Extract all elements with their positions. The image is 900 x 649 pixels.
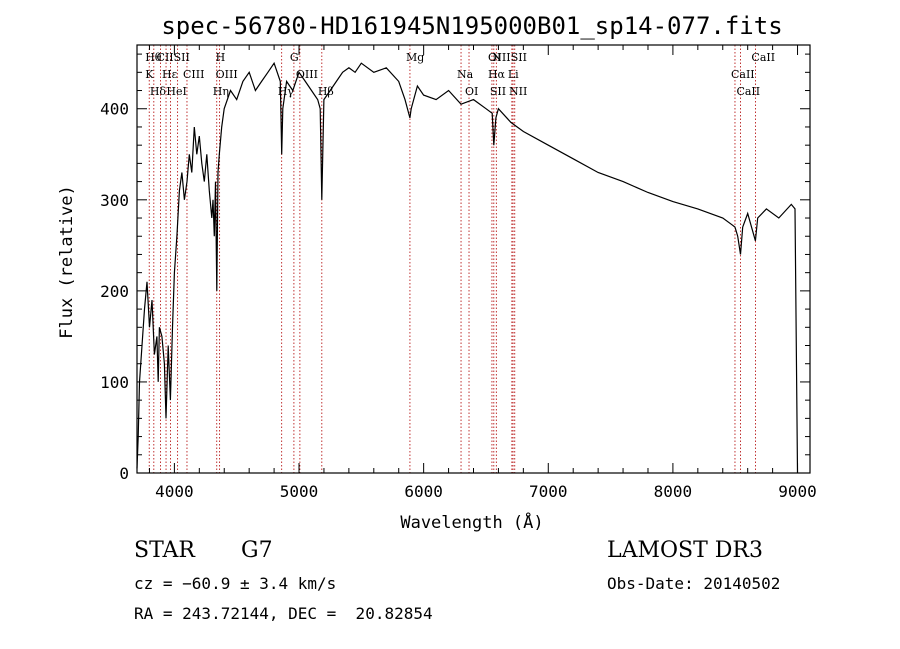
line-label: HeI bbox=[166, 85, 186, 98]
y-tick-label: 200 bbox=[100, 282, 129, 301]
line-label: Na bbox=[457, 68, 474, 81]
observation-date: Obs-Date: 20140502 bbox=[607, 574, 781, 593]
line-label: OI bbox=[488, 51, 501, 64]
x-tick-label: 5000 bbox=[280, 482, 319, 501]
line-label: CaII bbox=[731, 68, 755, 81]
spectrum-line bbox=[136, 61, 799, 474]
line-label: G bbox=[290, 51, 299, 64]
x-tick-label: 4000 bbox=[155, 482, 194, 501]
y-tick-label: 100 bbox=[100, 373, 129, 392]
line-label: OIII bbox=[296, 68, 318, 81]
line-label: Mg bbox=[406, 51, 424, 64]
x-tick-label: 7000 bbox=[529, 482, 568, 501]
object-subclass: G7 bbox=[241, 538, 273, 563]
line-label: K bbox=[145, 68, 154, 81]
survey-name: LAMOST DR3 bbox=[607, 538, 763, 563]
line-label: Hη bbox=[213, 85, 229, 98]
spectral-line-markers bbox=[148, 45, 756, 473]
velocity-readout: cz = −60.9 ± 3.4 km/s bbox=[134, 574, 337, 593]
line-label: SII bbox=[174, 51, 190, 64]
line-label: Hβ bbox=[318, 85, 334, 98]
line-label: CIII bbox=[183, 68, 204, 81]
x-tick-label: 8000 bbox=[654, 482, 693, 501]
line-label: SII bbox=[511, 51, 527, 64]
line-label: CaII bbox=[736, 85, 760, 98]
line-label: Hδ bbox=[150, 85, 167, 98]
line-label: CII bbox=[157, 51, 174, 64]
y-tick-label: 300 bbox=[100, 191, 129, 210]
x-tick-label: 9000 bbox=[778, 482, 817, 501]
line-label: Li bbox=[508, 68, 519, 81]
line-label: Hθ bbox=[145, 51, 162, 64]
line-label: SII bbox=[490, 85, 506, 98]
plot-frame bbox=[136, 44, 811, 474]
line-label: Hγ bbox=[278, 85, 295, 98]
x-tick-label: 6000 bbox=[404, 482, 443, 501]
line-label: NII bbox=[492, 51, 510, 64]
y-axis-label: Flux (relative) bbox=[57, 185, 77, 339]
line-label: H bbox=[216, 51, 226, 64]
line-label: OI bbox=[465, 85, 478, 98]
x-axis-label: Wavelength (Å) bbox=[400, 511, 543, 533]
line-label: CaII bbox=[751, 51, 775, 64]
line-label: Hε bbox=[162, 68, 178, 81]
chart-title: spec-56780-HD161945N195000B01_sp14-077.f… bbox=[161, 12, 782, 40]
y-tick-label: 400 bbox=[100, 100, 129, 119]
line-label: Hα bbox=[488, 68, 506, 81]
spectral-line-labels: HθKHδCIIHεHeISIICIIIHηHOIIIHγGOIIIHβMgNa… bbox=[145, 51, 775, 98]
line-label: NII bbox=[509, 85, 527, 98]
line-label: OIII bbox=[216, 68, 238, 81]
object-class: STAR bbox=[134, 538, 195, 563]
axis-ticks: 4000 5000 6000 7000 8000 9000 0 100 200 300 400 bbox=[100, 45, 817, 501]
coordinates-readout: RA = 243.72144, DEC = 20.82854 bbox=[134, 604, 433, 623]
y-tick-label: 0 bbox=[119, 464, 129, 483]
